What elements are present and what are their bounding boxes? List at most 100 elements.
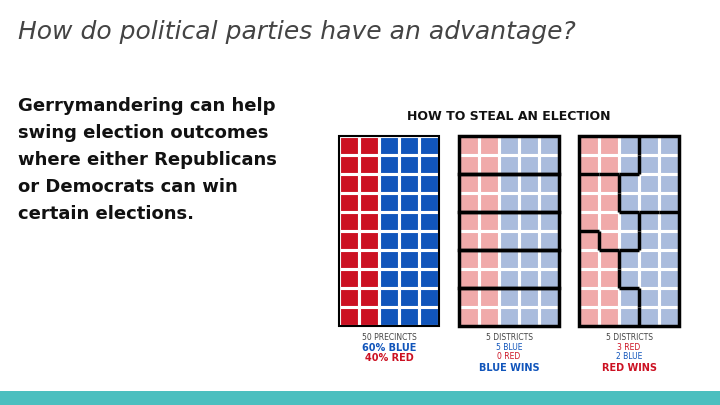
Bar xyxy=(520,213,538,230)
Bar xyxy=(360,251,378,268)
Bar xyxy=(460,289,478,306)
Text: BLUE WINS: BLUE WINS xyxy=(479,363,539,373)
Bar xyxy=(620,308,638,325)
Bar xyxy=(420,156,438,173)
Bar xyxy=(459,174,559,212)
Bar xyxy=(620,289,638,306)
Bar xyxy=(380,137,398,154)
Bar xyxy=(340,156,358,173)
Bar xyxy=(340,232,358,249)
Bar xyxy=(600,308,618,325)
Bar xyxy=(480,213,498,230)
Bar xyxy=(579,136,679,326)
Bar xyxy=(600,289,618,306)
Bar xyxy=(580,213,598,230)
Bar xyxy=(580,289,598,306)
Bar xyxy=(420,194,438,211)
Bar xyxy=(460,270,478,287)
Bar xyxy=(459,212,559,250)
Bar xyxy=(420,137,438,154)
Bar xyxy=(600,213,618,230)
Bar xyxy=(580,251,598,268)
Bar xyxy=(640,175,658,192)
Bar xyxy=(360,194,378,211)
Bar xyxy=(520,137,538,154)
Bar xyxy=(520,251,538,268)
Bar xyxy=(540,175,558,192)
Bar xyxy=(480,270,498,287)
Bar xyxy=(660,270,678,287)
Bar xyxy=(620,213,638,230)
Bar xyxy=(480,175,498,192)
Bar xyxy=(340,251,358,268)
Bar xyxy=(580,270,598,287)
Bar xyxy=(400,270,418,287)
Bar xyxy=(380,251,398,268)
Bar xyxy=(340,175,358,192)
Bar xyxy=(520,270,538,287)
Bar xyxy=(540,308,558,325)
Bar xyxy=(520,308,538,325)
Bar xyxy=(600,194,618,211)
Bar xyxy=(380,270,398,287)
Bar xyxy=(360,289,378,306)
Bar xyxy=(0,391,720,405)
Bar xyxy=(360,137,378,154)
Bar xyxy=(580,308,598,325)
Bar xyxy=(540,213,558,230)
Text: 5 DISTRICTS: 5 DISTRICTS xyxy=(606,333,652,342)
Bar xyxy=(660,194,678,211)
Bar xyxy=(460,232,478,249)
Bar xyxy=(340,137,358,154)
Bar xyxy=(520,289,538,306)
Text: 5 DISTRICTS: 5 DISTRICTS xyxy=(485,333,533,342)
Text: 60% BLUE: 60% BLUE xyxy=(362,343,416,353)
Bar xyxy=(340,289,358,306)
Bar xyxy=(580,175,598,192)
Bar xyxy=(360,175,378,192)
Bar xyxy=(500,308,518,325)
Bar xyxy=(620,270,638,287)
Bar xyxy=(660,137,678,154)
Bar xyxy=(400,213,418,230)
Bar xyxy=(420,175,438,192)
Bar xyxy=(420,308,438,325)
Bar xyxy=(360,232,378,249)
Bar xyxy=(500,289,518,306)
Bar xyxy=(640,308,658,325)
Bar xyxy=(460,137,478,154)
Bar xyxy=(339,136,439,326)
Bar xyxy=(480,308,498,325)
Bar xyxy=(480,289,498,306)
Text: How do political parties have an advantage?: How do political parties have an advanta… xyxy=(18,20,576,44)
Bar xyxy=(380,156,398,173)
Bar xyxy=(400,289,418,306)
Bar xyxy=(460,175,478,192)
Bar xyxy=(380,213,398,230)
Bar xyxy=(580,232,598,249)
Bar xyxy=(340,308,358,325)
Bar xyxy=(640,289,658,306)
Bar xyxy=(459,288,559,326)
Bar xyxy=(540,232,558,249)
Bar xyxy=(460,308,478,325)
Bar xyxy=(460,194,478,211)
Bar xyxy=(480,194,498,211)
Bar xyxy=(660,232,678,249)
Bar xyxy=(360,308,378,325)
Bar xyxy=(360,213,378,230)
Bar xyxy=(400,137,418,154)
Bar xyxy=(620,232,638,249)
Bar xyxy=(640,232,658,249)
Bar xyxy=(500,232,518,249)
Bar xyxy=(360,270,378,287)
Bar xyxy=(620,251,638,268)
Bar xyxy=(500,137,518,154)
Bar xyxy=(400,175,418,192)
Bar xyxy=(520,232,538,249)
Bar xyxy=(500,156,518,173)
Bar xyxy=(480,251,498,268)
Bar xyxy=(640,270,658,287)
Text: 2 BLUE: 2 BLUE xyxy=(616,352,642,361)
Bar xyxy=(480,137,498,154)
